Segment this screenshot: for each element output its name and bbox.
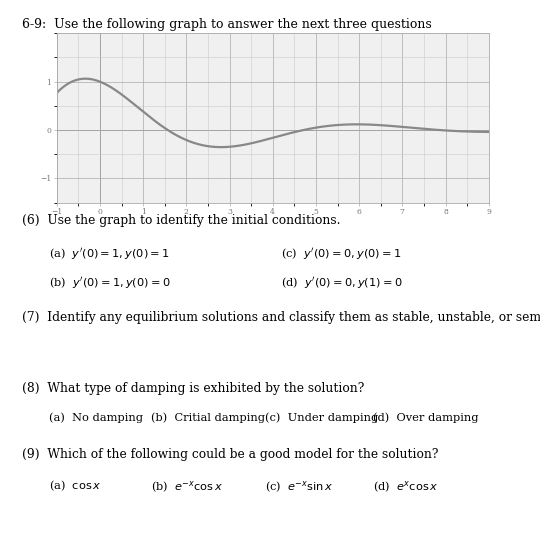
Text: (d)  $e^{x}\cos x$: (d) $e^{x}\cos x$ xyxy=(373,479,438,494)
Text: (c)  Under damping: (c) Under damping xyxy=(265,412,378,423)
Text: (d)  $y'(0) = 0, y(1) = 0$: (d) $y'(0) = 0, y(1) = 0$ xyxy=(281,275,402,290)
Text: (c)  $y'(0) = 0, y(0) = 1$: (c) $y'(0) = 0, y(0) = 1$ xyxy=(281,246,401,261)
Text: (7)  Identify any equilibrium solutions and classify them as stable, unstable, o: (7) Identify any equilibrium solutions a… xyxy=(22,311,540,324)
Text: (b)  $e^{-x}\cos x$: (b) $e^{-x}\cos x$ xyxy=(151,479,224,494)
Text: (6)  Use the graph to identify the initial conditions.: (6) Use the graph to identify the initia… xyxy=(22,214,340,226)
Text: (a)  No damping: (a) No damping xyxy=(49,412,143,423)
Text: 6-9:  Use the following graph to answer the next three questions: 6-9: Use the following graph to answer t… xyxy=(22,18,431,31)
Text: (d)  Over damping: (d) Over damping xyxy=(373,412,478,423)
Text: (b)  $y'(0) = 1, y(0) = 0$: (b) $y'(0) = 1, y(0) = 0$ xyxy=(49,275,170,290)
Text: (8)  What type of damping is exhibited by the solution?: (8) What type of damping is exhibited by… xyxy=(22,382,364,395)
Text: (9)  Which of the following could be a good model for the solution?: (9) Which of the following could be a go… xyxy=(22,448,438,461)
Text: (b)  Critial damping: (b) Critial damping xyxy=(151,412,265,423)
Text: (a)  $\cos x$: (a) $\cos x$ xyxy=(49,479,102,493)
Text: (c)  $e^{-x}\sin x$: (c) $e^{-x}\sin x$ xyxy=(265,479,333,494)
Text: (a)  $y'(0) = 1, y(0) = 1$: (a) $y'(0) = 1, y(0) = 1$ xyxy=(49,246,170,261)
